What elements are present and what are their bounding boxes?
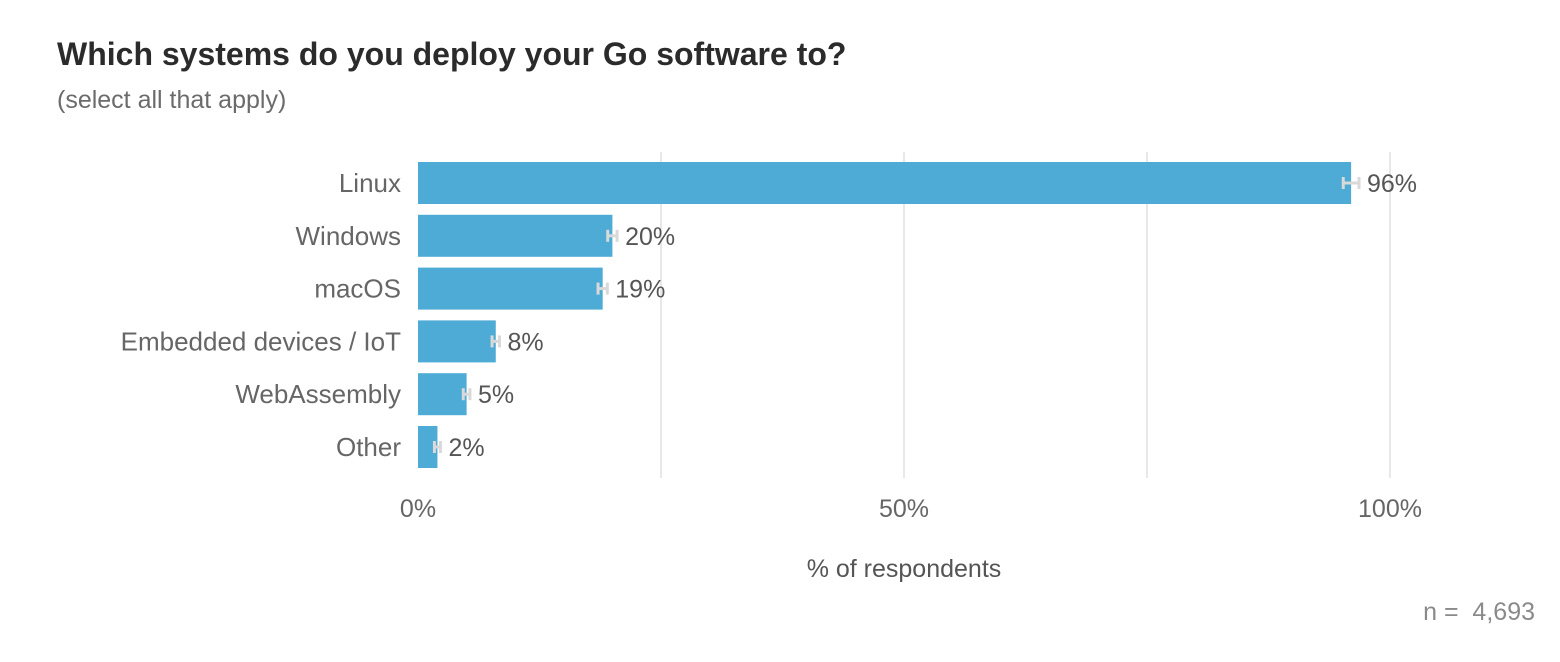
- value-labels: 96% 20% 19% 8% 5% 2%: [448, 170, 1417, 462]
- x-axis-ticks: 0% 50% 100%: [400, 495, 1422, 523]
- value-label: 5%: [478, 381, 514, 409]
- value-label: 19%: [615, 276, 665, 304]
- error-bar: [606, 229, 619, 242]
- x-tick-label: 100%: [1358, 495, 1422, 523]
- gridlines: [660, 152, 1391, 478]
- bar: [418, 162, 1352, 204]
- chart-subtitle: (select all that apply): [57, 86, 287, 114]
- category-labels: Linux Windows macOS Embedded devices / IoT W…: [121, 168, 402, 462]
- error-bar: [432, 441, 442, 453]
- bar: [418, 320, 496, 363]
- bar: [418, 214, 613, 257]
- category-label: Other: [336, 432, 401, 462]
- bar: [418, 373, 467, 416]
- category-label: Embedded devices / IoT: [121, 326, 401, 356]
- error-bar: [596, 282, 609, 295]
- value-label: 8%: [507, 328, 543, 356]
- error-bar: [490, 335, 501, 348]
- category-label: Windows: [296, 221, 401, 251]
- error-bar: [461, 388, 472, 401]
- x-axis-title: % of respondents: [807, 555, 1002, 583]
- sample-size-label: n = 4,693: [1423, 598, 1535, 626]
- value-label: 96%: [1367, 170, 1417, 198]
- error-bar: [1341, 177, 1361, 189]
- x-tick-label: 50%: [879, 495, 929, 523]
- bar: [418, 426, 438, 468]
- value-label: 2%: [448, 434, 484, 462]
- x-tick-label: 0%: [400, 495, 436, 523]
- category-label: Linux: [339, 168, 401, 198]
- error-bars: [432, 177, 1361, 453]
- bar: [418, 267, 603, 310]
- chart-title: Which systems do you deploy your Go soft…: [57, 36, 847, 72]
- category-label: macOS: [314, 274, 401, 304]
- bars: [418, 162, 1352, 468]
- value-label: 20%: [625, 223, 675, 251]
- category-label: WebAssembly: [235, 379, 401, 409]
